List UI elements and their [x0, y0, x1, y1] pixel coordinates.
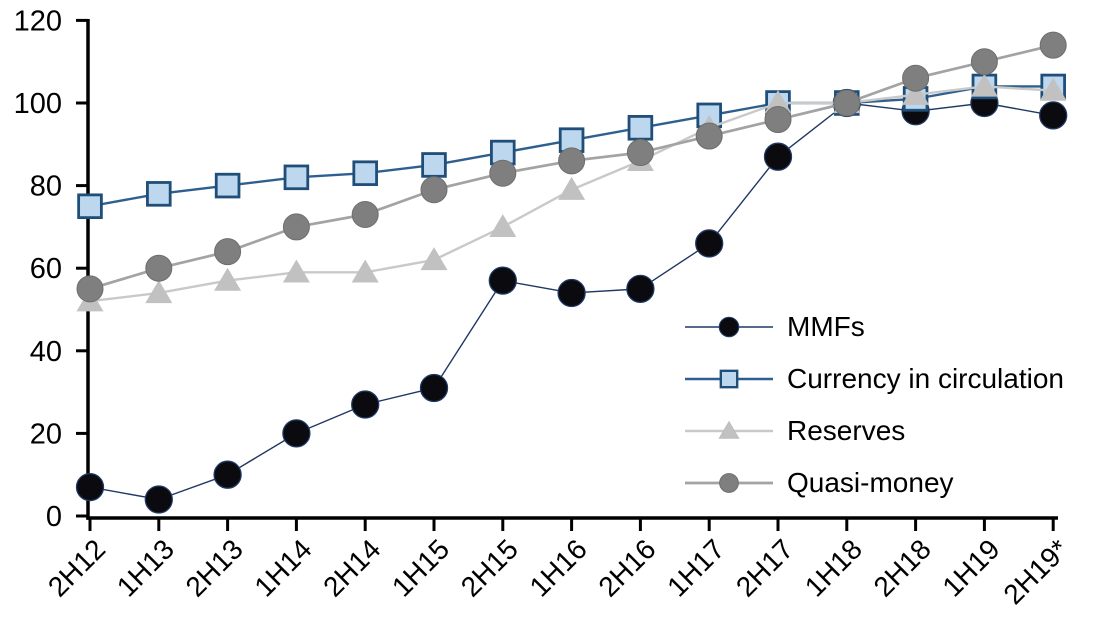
x-tick-label: 2H15: [455, 533, 524, 602]
data-point-marker: [214, 267, 242, 291]
data-point-marker: [695, 229, 724, 258]
data-point-marker: [283, 164, 310, 191]
x-tick-label: 1H18: [799, 533, 868, 602]
legend-label: Reserves: [787, 415, 906, 446]
data-point-marker: [719, 369, 739, 389]
x-tick-label: 2H19*: [997, 533, 1074, 610]
x-tick-label: 2H16: [592, 533, 661, 602]
data-point-marker: [145, 280, 173, 304]
data-point-marker: [718, 316, 740, 338]
data-point-marker: [351, 390, 380, 419]
y-tick-label: 0: [46, 501, 62, 533]
data-point-marker: [214, 172, 241, 199]
legend-item-quasi-money: Quasi-money: [683, 457, 1064, 509]
legend-item-currency-in-circulation: Currency in circulation: [683, 353, 1064, 405]
data-point-marker: [764, 90, 792, 114]
x-tick-label: 1H17: [661, 533, 730, 602]
y-tick-label: 60: [30, 253, 62, 285]
data-point-marker: [351, 201, 379, 229]
data-point-marker: [1039, 77, 1067, 101]
data-point-marker: [1039, 101, 1068, 130]
data-point-marker: [145, 254, 173, 282]
data-point-marker: [763, 142, 793, 171]
x-tick-label: 1H13: [111, 533, 180, 602]
series-quasi-money: [76, 31, 1067, 303]
data-point-marker: [764, 106, 792, 134]
data-point-marker: [558, 147, 586, 175]
data-point-marker: [627, 115, 654, 141]
data-point-marker: [719, 473, 739, 493]
data-point-marker: [902, 81, 930, 105]
data-point-marker: [77, 193, 103, 220]
x-tick-label: 1H19: [936, 533, 1005, 602]
data-point-marker: [282, 419, 311, 448]
mmfs-marker-icon: [685, 316, 773, 338]
data-point-marker: [144, 485, 173, 514]
data-point-marker: [214, 238, 242, 266]
data-point-marker: [419, 373, 449, 403]
data-point-marker: [970, 48, 998, 76]
data-point-marker: [1039, 31, 1067, 59]
quasi-money-marker-icon: [685, 473, 773, 493]
legend-item-mmfs: MMFs: [683, 301, 1064, 353]
y-tick-label: 100: [14, 88, 62, 120]
data-point-marker: [489, 159, 517, 187]
y-tick-label: 80: [30, 171, 62, 203]
data-point-marker: [488, 266, 517, 295]
data-point-marker: [558, 176, 586, 200]
data-point-marker: [352, 160, 378, 186]
x-tick-label: 2H14: [317, 533, 386, 602]
x-tick-label: 1H16: [524, 533, 593, 602]
data-point-marker: [420, 176, 448, 204]
x-tick-label: 2H12: [42, 533, 111, 602]
y-tick-label: 120: [14, 5, 62, 37]
data-point-marker: [626, 274, 655, 304]
data-point-marker: [626, 139, 654, 167]
y-tick-label: 40: [30, 336, 62, 368]
data-point-marker: [718, 420, 740, 439]
legend-label: Currency in circulation: [787, 363, 1064, 394]
data-point-marker: [213, 460, 242, 489]
data-point-marker: [421, 152, 447, 178]
data-point-marker: [282, 259, 310, 283]
x-tick-label: 1H15: [386, 533, 455, 602]
data-point-marker: [420, 247, 448, 271]
data-point-marker: [695, 122, 723, 150]
data-point-marker: [146, 181, 172, 207]
x-tick-label: 2H13: [180, 533, 249, 602]
legend: MMFs Currency in circulation Reserves Qu…: [683, 301, 1064, 509]
data-point-marker: [833, 89, 861, 117]
currency-marker-icon: [685, 369, 773, 389]
data-point-marker: [902, 64, 930, 92]
legend-label: Quasi-money: [787, 467, 954, 498]
y-tick-label: 20: [30, 418, 62, 450]
data-point-marker: [282, 213, 310, 241]
data-point-marker: [970, 73, 998, 97]
reserves-marker-icon: [685, 420, 773, 439]
x-tick-label: 2H17: [730, 533, 799, 602]
data-point-marker: [489, 214, 517, 238]
data-point-marker: [351, 259, 379, 283]
legend-label: MMFs: [787, 311, 865, 342]
data-point-marker: [75, 472, 105, 502]
data-point-marker: [557, 278, 586, 308]
x-tick-label: 2H18: [868, 533, 937, 602]
legend-item-reserves: Reserves: [683, 405, 1064, 457]
x-tick-label: 1H14: [248, 533, 317, 602]
data-point-marker: [76, 275, 104, 303]
